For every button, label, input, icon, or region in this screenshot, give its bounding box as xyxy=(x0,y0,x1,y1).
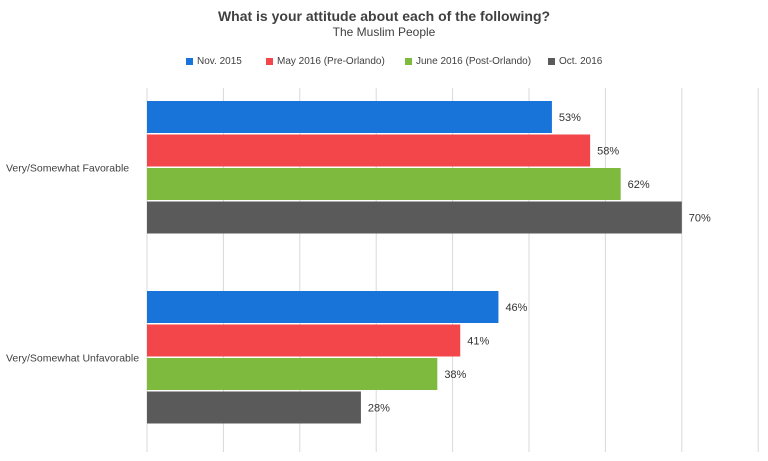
legend-item: Nov. 2015 xyxy=(186,56,242,67)
data-label: 53% xyxy=(559,112,581,124)
chart-title: What is your attitude about each of the … xyxy=(217,8,551,24)
legend-label: May 2016 (Pre-Orlando) xyxy=(277,56,385,67)
bar xyxy=(147,134,591,167)
data-label: 28% xyxy=(368,403,390,415)
legend-item: June 2016 (Post-Orlando) xyxy=(405,56,531,67)
legend-item: May 2016 (Pre-Orlando) xyxy=(266,56,385,67)
data-label: 70% xyxy=(689,213,711,225)
legend-swatch xyxy=(548,58,555,65)
data-label: 58% xyxy=(597,146,619,158)
bar xyxy=(147,291,499,323)
data-label: 38% xyxy=(444,369,466,381)
bar xyxy=(147,324,461,357)
legend-swatch xyxy=(266,58,273,65)
bar xyxy=(147,201,682,234)
bar xyxy=(147,101,552,133)
legend: Nov. 2015 May 2016 (Pre-Orlando) June 2016… xyxy=(0,56,768,70)
category-label: Very/Somewhat Favorable xyxy=(6,162,129,174)
data-label: 41% xyxy=(467,336,489,348)
category-label: Very/Somewhat Unfavorable xyxy=(6,352,139,364)
legend-swatch xyxy=(186,58,193,65)
bar xyxy=(147,391,361,424)
legend-swatch xyxy=(405,58,412,65)
data-label: 62% xyxy=(628,179,650,191)
data-label: 46% xyxy=(505,302,527,314)
legend-label: Nov. 2015 xyxy=(197,56,242,67)
legend-item: Oct. 2016 xyxy=(548,56,602,67)
legend-label: June 2016 (Post-Orlando) xyxy=(416,56,532,67)
bar xyxy=(147,168,621,200)
chart-subtitle: The Muslim People xyxy=(332,25,436,39)
bar xyxy=(147,358,438,390)
legend-label: Oct. 2016 xyxy=(559,56,603,67)
